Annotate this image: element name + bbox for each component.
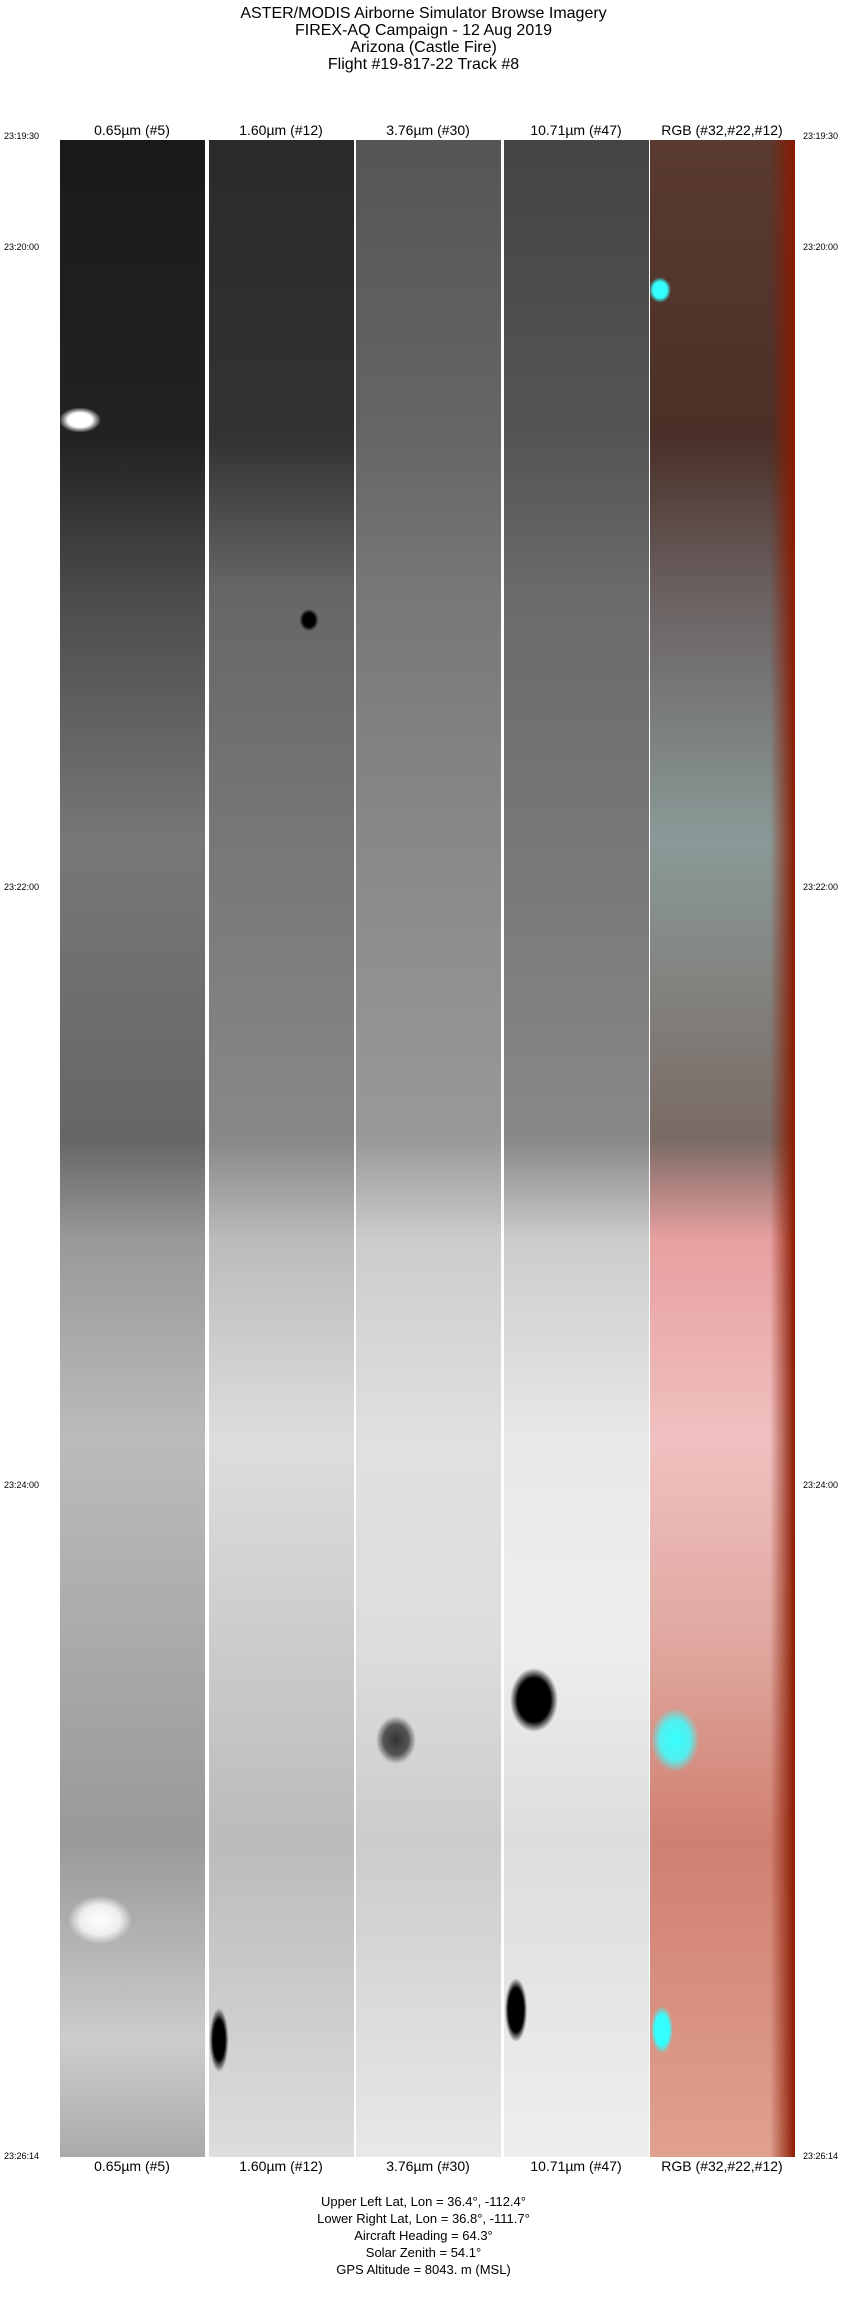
page-title: ASTER/MODIS Airborne Simulator Browse Im… [0,5,847,73]
time-label-right: 23:19:30 [803,131,839,141]
band-label-bottom-4: 10.71µm (#47) [530,2158,622,2174]
band-label-top-5: RGB (#32,#22,#12) [661,122,783,138]
aircraft-heading: Aircraft Heading = 64.3° [354,2228,493,2243]
time-label-right: 23:26:14 [803,2151,839,2161]
band-label-top-3: 3.76µm (#30) [386,122,470,138]
band-label-top-4: 10.71µm (#47) [530,122,622,138]
band-label-bottom-3: 3.76µm (#30) [386,2158,470,2174]
upper-left-latlon: Upper Left Lat, Lon = 36.4°, -112.4° [321,2194,526,2209]
title-line-4: Flight #19-817-22 Track #8 [327,56,520,73]
image-panel-3.76um [356,140,501,2157]
band-label-bottom-5: RGB (#32,#22,#12) [661,2158,783,2174]
lower-right-latlon: Lower Right Lat, Lon = 36.8°, -111.7° [317,2211,530,2226]
time-label-right: 23:22:00 [803,882,839,892]
image-panel-rgb [650,140,795,2157]
time-label-right: 23:20:00 [803,242,839,252]
time-label-left: 23:19:30 [4,131,40,141]
solar-zenith: Solar Zenith = 54.1° [365,2245,482,2260]
title-line-1: ASTER/MODIS Airborne Simulator Browse Im… [240,5,607,22]
image-panel-1.60um [209,140,354,2157]
title-line-3: Arizona (Castle Fire) [350,39,497,56]
flight-info: Upper Left Lat, Lon = 36.4°, -112.4° Low… [0,2193,847,2278]
image-panel-10.71um [504,140,649,2157]
time-label-left: 23:26:14 [4,2151,40,2161]
band-label-bottom-2: 1.60µm (#12) [239,2158,323,2174]
time-label-left: 23:20:00 [4,242,40,252]
gps-altitude: GPS Altitude = 8043. m (MSL) [336,2262,511,2277]
band-label-top-2: 1.60µm (#12) [239,122,323,138]
time-label-left: 23:24:00 [4,1480,40,1490]
time-label-right: 23:24:00 [803,1480,839,1490]
time-label-left: 23:22:00 [4,882,40,892]
image-panel-0.65um [60,140,205,2157]
title-line-2: FIREX-AQ Campaign - 12 Aug 2019 [294,22,553,39]
band-label-bottom-1: 0.65µm (#5) [94,2158,170,2174]
band-label-top-1: 0.65µm (#5) [94,122,170,138]
